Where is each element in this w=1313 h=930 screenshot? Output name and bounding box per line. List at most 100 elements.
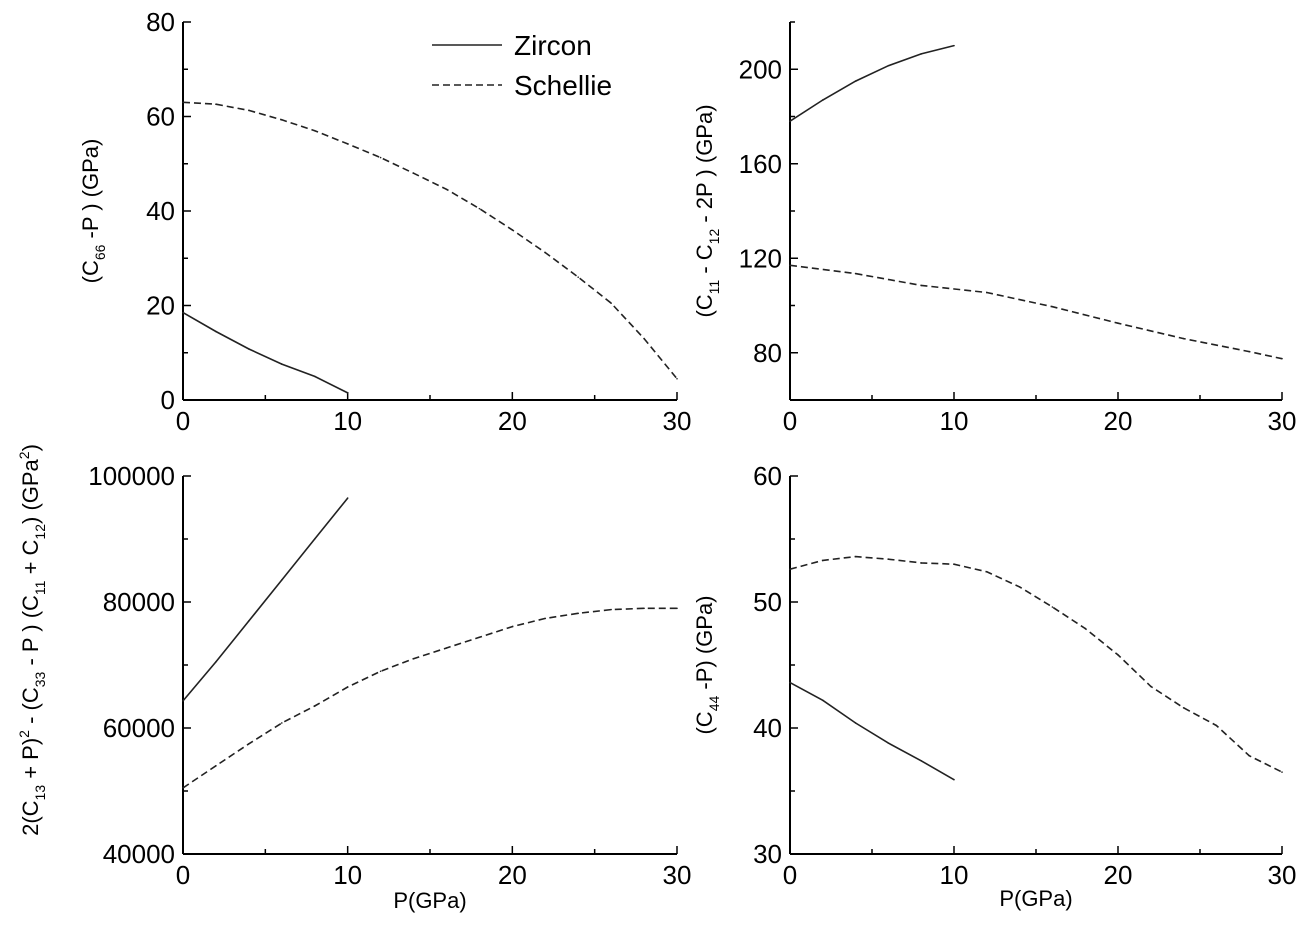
data-point-schellie [478, 207, 481, 210]
data-point-schellie [1248, 754, 1250, 757]
data-point-schellie [1150, 685, 1152, 688]
y-tick-label: 80000 [103, 587, 175, 617]
panel-top-right: 0 10 20 30 80 120 160 200 (C11 - C12 - 2P ) (GPa… [692, 21, 1296, 436]
data-point-zircon [313, 375, 316, 378]
data-point-zircon [182, 311, 184, 314]
data-point-zircon [920, 759, 922, 762]
y-tick-label: 100000 [88, 461, 175, 491]
data-point-schellie [1117, 322, 1119, 325]
data-point-schellie [445, 647, 448, 649]
data-point-zircon [346, 497, 349, 499]
data-point-schellie [676, 377, 678, 380]
data-point-zircon [822, 99, 824, 101]
data-point-schellie [610, 608, 612, 611]
data-point-schellie [313, 705, 316, 707]
x-tick-label: 20 [1104, 406, 1133, 436]
y-tick-label: 80 [146, 7, 175, 37]
y-tick-label: 50 [753, 587, 782, 617]
panel-top-left: 0 10 20 30 0 20 40 60 80 (C66 -P ) (GPa) Zircon Sch… [78, 7, 691, 436]
data-point-schellie [1051, 606, 1054, 608]
y-axis-label: (C11 - C12 - 2P ) (GPa) [692, 104, 722, 317]
data-point-schellie [1018, 586, 1021, 588]
data-point-schellie [1117, 654, 1119, 656]
x-tick-label: 0 [176, 406, 190, 436]
data-point-schellie [215, 103, 217, 106]
data-point-zircon [281, 579, 283, 581]
series-line-zircon [789, 681, 955, 781]
data-point-zircon [822, 699, 824, 702]
data-point-zircon [248, 620, 250, 622]
y-tick-label: 40 [753, 713, 782, 743]
data-point-schellie [1182, 707, 1185, 709]
data-point-schellie [412, 657, 415, 660]
y-tick-label: 0 [161, 385, 175, 415]
data-point-schellie [248, 109, 250, 112]
data-point-schellie [953, 563, 955, 565]
data-point-schellie [1281, 771, 1283, 773]
data-point-schellie [986, 570, 988, 573]
x-tick-label: 30 [663, 406, 692, 436]
y-axis-label: 2(C13 + P)2 - (C33 - P ) (C11 + C12) (GP… [16, 444, 48, 836]
y-tick-label: 60 [753, 461, 782, 491]
data-point-schellie [1051, 305, 1054, 308]
x-tick-label: 10 [333, 860, 362, 890]
series-line-schellie [789, 264, 1283, 360]
series-line-zircon [789, 44, 955, 122]
data-point-schellie [643, 607, 645, 610]
data-point-schellie [281, 119, 283, 121]
data-point-schellie [822, 559, 824, 562]
y-tick-label: 200 [739, 54, 782, 84]
x-tick-label: 10 [940, 860, 969, 890]
data-point-schellie [643, 337, 645, 340]
data-point-schellie [854, 272, 857, 275]
x-tick-label: 20 [498, 406, 527, 436]
data-point-schellie [248, 742, 250, 745]
y-tick-label: 30 [753, 839, 782, 869]
data-point-schellie [676, 607, 678, 610]
y-tick-label: 60 [146, 102, 175, 132]
data-point-schellie [544, 617, 547, 620]
data-point-schellie [1248, 350, 1250, 353]
data-point-schellie [1182, 337, 1185, 340]
y-tick-label: 160 [739, 149, 782, 179]
y-axis-label: (C66 -P ) (GPa) [78, 139, 108, 284]
data-point-schellie [412, 172, 415, 174]
data-point-schellie [478, 636, 481, 639]
data-point-schellie [610, 302, 612, 304]
data-point-schellie [346, 143, 349, 145]
data-point-zircon [854, 80, 857, 82]
data-point-schellie [379, 156, 382, 159]
x-tick-label: 30 [663, 860, 692, 890]
data-point-schellie [281, 722, 283, 724]
panel-bottom-left: 0 10 20 30 40000 60000 80000 100000 2(C13 + P)2 … [16, 444, 691, 913]
x-tick-label: 10 [940, 406, 969, 436]
x-tick-label: 10 [333, 406, 362, 436]
y-tick-label: 60000 [103, 713, 175, 743]
data-point-zircon [346, 392, 349, 394]
data-point-zircon [887, 64, 890, 67]
data-point-schellie [346, 686, 349, 688]
x-tick-label: 0 [783, 860, 797, 890]
data-point-schellie [887, 558, 890, 560]
x-tick-label: 0 [176, 860, 190, 890]
legend-label-schellie: Schellie [514, 70, 612, 101]
data-point-zircon [953, 44, 955, 47]
data-point-schellie [511, 625, 514, 628]
data-point-zircon [887, 742, 890, 744]
x-tick-label: 30 [1268, 860, 1297, 890]
data-point-schellie [182, 787, 184, 789]
data-point-schellie [789, 568, 791, 571]
data-point-schellie [920, 562, 922, 564]
series-line-schellie [182, 607, 677, 789]
y-tick-label: 20 [146, 291, 175, 321]
data-point-zircon [953, 778, 955, 781]
series-line-zircon [182, 311, 349, 394]
legend: Zircon Schellie [432, 30, 612, 101]
y-tick-label: 40 [146, 196, 175, 226]
data-point-schellie [544, 251, 547, 254]
data-point-zircon [215, 330, 217, 333]
series-line-schellie [789, 555, 1283, 773]
data-point-schellie [1084, 627, 1086, 630]
data-point-zircon [789, 681, 791, 684]
